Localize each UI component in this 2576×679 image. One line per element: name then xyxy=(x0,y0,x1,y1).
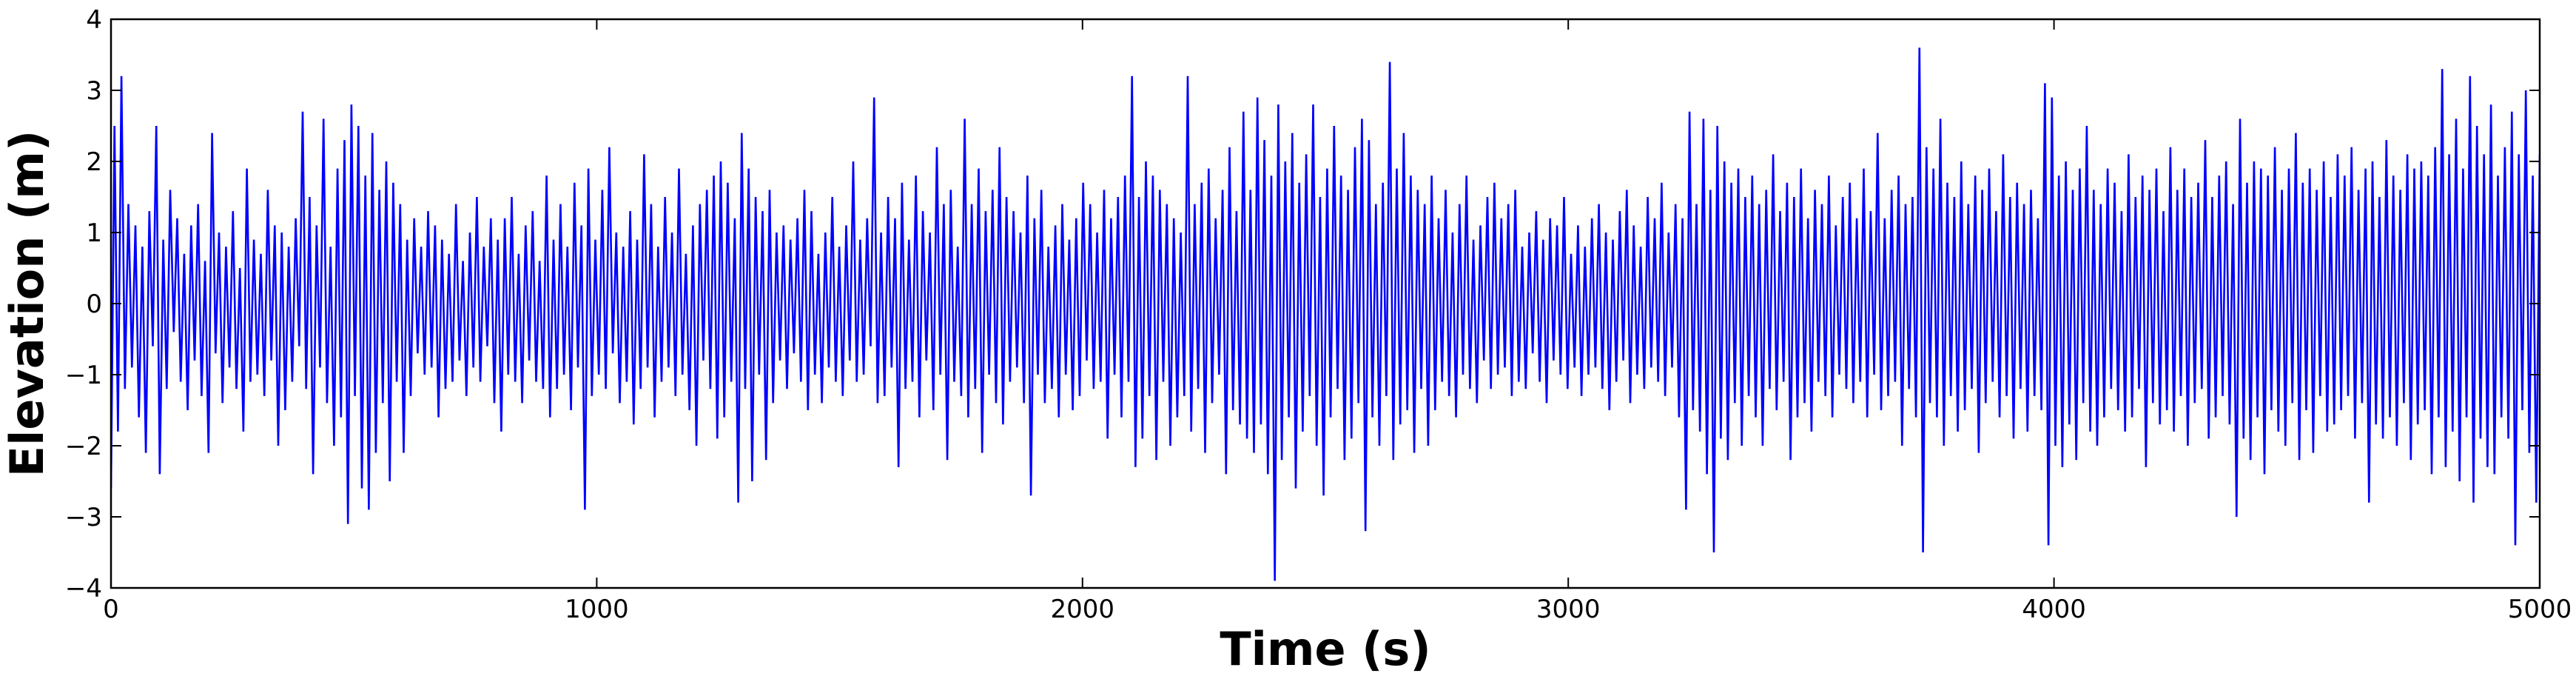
series-line xyxy=(111,47,2540,581)
x-tick-label: 5000 xyxy=(2508,595,2572,624)
y-tick-label: 3 xyxy=(86,76,102,106)
x-tick-label: 2000 xyxy=(1051,595,1115,624)
y-tick-label: 2 xyxy=(86,147,102,177)
plot-area xyxy=(110,18,2541,589)
x-tick-label: 4000 xyxy=(2022,595,2086,624)
y-tick-label: −3 xyxy=(65,503,102,532)
y-axis: 4 3 2 1 0 −1 −2 −3 −4 xyxy=(65,5,2540,603)
x-tick-label: 3000 xyxy=(1536,595,1601,624)
x-axis: 0 1000 2000 3000 4000 5000 xyxy=(103,19,2572,624)
y-tick-label: 0 xyxy=(86,290,102,319)
y-tick-label: 1 xyxy=(86,218,102,248)
x-tick-label: 1000 xyxy=(565,595,629,624)
y-tick-label: −1 xyxy=(65,361,102,390)
y-tick-label: −4 xyxy=(65,574,102,603)
y-tick-label: −2 xyxy=(65,432,102,461)
y-axis-label: Elevation (m) xyxy=(0,130,54,477)
x-tick-label: 0 xyxy=(103,595,119,624)
x-axis-label: Time (s) xyxy=(1220,622,1430,676)
y-tick-label: 4 xyxy=(86,5,102,35)
